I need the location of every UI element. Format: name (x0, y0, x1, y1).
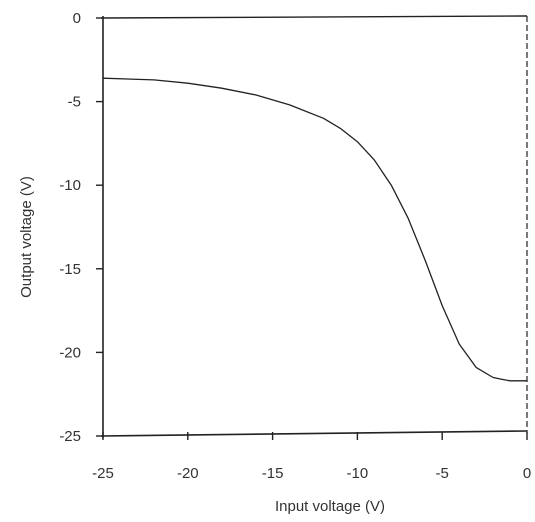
y-tick-label: -5 (68, 94, 81, 111)
x-axis-ticks: -25 -20 -15 -10 -5 0 (92, 432, 531, 482)
x-tick-label: 0 (523, 465, 531, 482)
x-tick-label: -10 (347, 465, 369, 482)
y-axis-ticks: 0 -5 -10 -15 -20 -25 (59, 10, 103, 445)
y-tick-label: -20 (59, 344, 81, 361)
y-axis-title: Output voltage (V) (18, 176, 35, 298)
series-layer (102, 77, 528, 382)
x-axis-title: Input voltage (V) (275, 498, 385, 515)
x-tick-label: -5 (436, 465, 449, 482)
y-tick-label: 0 (73, 10, 81, 27)
series-line-0 (102, 77, 528, 382)
x-tick-label: -25 (92, 465, 114, 482)
y-tick-label: -25 (59, 428, 81, 445)
x-axis-line (100, 430, 528, 437)
x-tick-label: -15 (262, 465, 284, 482)
top-frame-line (100, 15, 528, 19)
y-tick-label: -15 (59, 261, 81, 278)
plot-frame (100, 15, 528, 438)
x-tick-label: -20 (177, 465, 199, 482)
y-tick-label: -10 (59, 177, 81, 194)
